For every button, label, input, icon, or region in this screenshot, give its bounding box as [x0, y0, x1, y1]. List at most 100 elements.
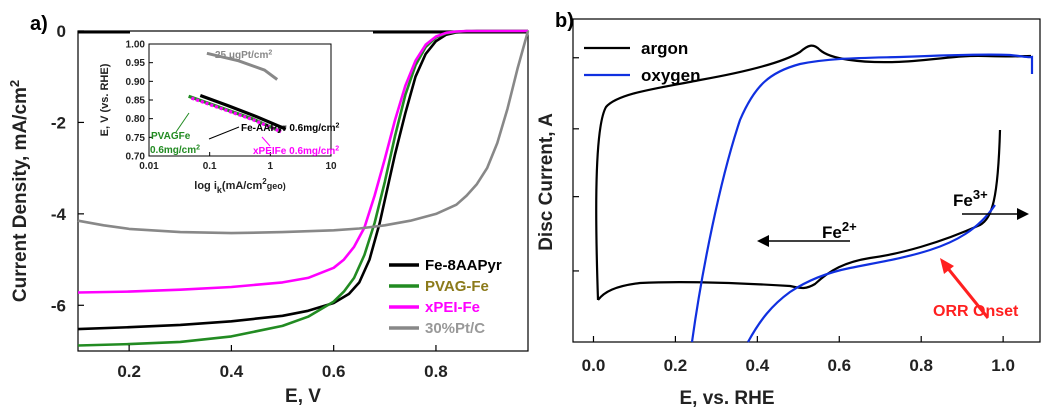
panel-a-y-axis-title-text: Current Density, mA/cm [10, 87, 31, 302]
fe3-annotation: Fe3+ [953, 187, 1029, 220]
orr-onset-label: ORR Onset [933, 303, 1019, 320]
inset-x-tick-label: 0.01 [139, 161, 159, 172]
x-tick-label: 0.6 [827, 356, 851, 375]
inset-annotation-label-sup: 2 [196, 145, 200, 152]
inset-annotation-label: 25 μgPt/cm2 [215, 50, 272, 62]
panel-a-y-axis-title-sup: 2 [7, 80, 22, 87]
inset-x-ticks: 0.01 0.1 1 10 [139, 152, 337, 172]
x-tick-label: 0.2 [117, 362, 141, 381]
inset-y-tick-label: 0.75 [126, 133, 146, 144]
inset-annotation-label: 0.6mg/cm2 [150, 145, 200, 157]
inset-y-tick-label: 0.80 [126, 114, 146, 125]
fe2-arrow-head [757, 235, 769, 247]
inset-annotation-label-main: 25 μgPt/cm [215, 50, 268, 61]
inset-y-axis-title: E, V (vs. RHE) [99, 63, 111, 136]
inset-y-tick-label: 0.90 [126, 77, 146, 88]
panel-a-y-ticks: 0 -2 -4 -6 [51, 22, 84, 315]
orr-onset-arrow-head [940, 258, 954, 274]
legend-label: oxygen [641, 66, 701, 85]
panel-a-x-ticks: 0.2 0.4 0.6 0.8 [117, 345, 448, 381]
inset-x-tick-label: 1 [268, 161, 274, 172]
series-xpei-fe-line [77, 29, 528, 294]
annotation-main: ORR Onset [933, 303, 1019, 320]
inset-arrow-xpeife [261, 136, 271, 147]
inset-x-axis-title-part: (mA/cm [222, 180, 263, 192]
inset-annotation-label-sup: 2 [335, 146, 339, 153]
inset-annotation-label-main: 0.6mg/cm [150, 145, 196, 156]
panel-a-label: a) [30, 13, 48, 35]
x-tick-label: 0.4 [220, 362, 244, 381]
inset-x-axis-title-part: 2 [262, 177, 267, 186]
annotation-sup: 2+ [842, 219, 857, 234]
inset-y-tick-label: 0.95 [126, 58, 146, 69]
inset-y-ticks: 0.70 0.75 0.80 0.85 0.90 0.95 1.00 [126, 40, 153, 163]
inset-series-line [206, 51, 279, 81]
y-tick-label: -2 [51, 113, 66, 132]
y-tick-label: 0 [57, 22, 66, 41]
x-tick-label: 0.6 [322, 362, 346, 381]
fe2-annotation: Fe2+ [757, 219, 857, 247]
x-tick-label: 0.4 [746, 356, 770, 375]
panel-a-plot-frame [77, 30, 529, 352]
x-tick-label: 0.8 [909, 356, 933, 375]
inset-annotation-label: Fe-AAPyr 0.6mg/cm2 [241, 123, 339, 135]
panel-b-label: b) [555, 10, 574, 32]
inset-annotation-label-main: xPEIFe 0.6mg/cm [253, 146, 335, 157]
inset-arrow-pvagfe [175, 112, 190, 133]
series-argon-line [595, 44, 1032, 301]
legend-label: PVAG-Fe [425, 278, 489, 295]
panel-b-x-ticks: 0.0 0.2 0.4 0.6 0.8 1.0 [582, 336, 1015, 375]
inset-series-line [190, 96, 282, 134]
annotation-main: Fe [822, 223, 842, 242]
x-tick-label: 0.0 [582, 356, 606, 375]
panel-b-plot-frame [572, 18, 1041, 343]
inset-annotation-label-main: Fe-AAPyr 0.6mg/cm [241, 123, 336, 134]
panel-a-x-axis-title: E, V [285, 386, 321, 407]
inset-annotation-label-main: PVAGFe [151, 131, 191, 142]
orr-onset-arrow-line [944, 265, 990, 319]
fe2-label: Fe2+ [822, 219, 857, 242]
legend-label: xPEI-Fe [425, 299, 480, 316]
inset-x-tick-label: 0.1 [203, 161, 217, 172]
annotation-main: Fe [953, 191, 973, 210]
y-tick-label: -6 [51, 296, 66, 315]
x-tick-label: 0.2 [664, 356, 688, 375]
fe3-label: Fe3+ [953, 187, 988, 210]
panel-b-chart: b) 0.0 0.2 0.4 0.6 0.8 1.0 E, vs. RHE Disc Cu… [536, 10, 1041, 407]
panel-a-legend: Fe-8AAPyr PVAG-Fe xPEI-Fe 30%Pt/C [389, 257, 502, 337]
inset-y-tick-label: 0.85 [126, 96, 146, 107]
legend-label: Fe-8AAPyr [425, 257, 502, 274]
series-oxygen-line [690, 53, 1034, 343]
fe3-arrow-head [1017, 208, 1029, 220]
inset-x-axis-title-part: k [217, 185, 223, 195]
orr-onset-annotation: ORR Onset [933, 258, 1019, 320]
inset-x-axis-title-part: log i [194, 180, 217, 192]
x-tick-label: 0.8 [424, 362, 448, 381]
legend-label: argon [641, 39, 688, 58]
panel-a-curves [77, 29, 530, 347]
inset-annotation-label-sup: 2 [335, 123, 339, 130]
panel-a-inset: 0.01 0.1 1 10 0.700.750.800.850.900.951.00 … [99, 40, 339, 196]
panel-b-x-axis-title: E, vs. RHE [679, 388, 774, 407]
inset-x-tick-label: 10 [325, 161, 337, 172]
inset-annotation-label: PVAGFe [151, 131, 191, 142]
x-tick-label: 1.0 [991, 356, 1015, 375]
inset-y-tick-label: 1.00 [126, 40, 146, 51]
panel-b-legend: argon oxygen [584, 39, 701, 85]
series-30-pt-c-line [77, 30, 530, 235]
inset-x-axis-title-part: geo) [267, 181, 286, 191]
inset-series-line [199, 93, 287, 131]
inset-annotation-label: xPEIFe 0.6mg/cm2 [253, 146, 339, 158]
panel-b-curves [595, 44, 1034, 343]
inset-annotation-label-sup: 2 [268, 50, 272, 57]
inset-curves [188, 51, 287, 134]
panel-a-y-axis-title: Current Density, mA/cm2 [7, 80, 31, 302]
legend-label: 30%Pt/C [425, 320, 485, 337]
inset-x-axis-title: log ik(mA/cm2geo) [194, 177, 285, 195]
panel-b-y-axis-title: Disc Current, A [536, 113, 557, 251]
inset-y-tick-label: 0.70 [126, 152, 146, 163]
panel-b-y-ticks [573, 57, 579, 272]
panel-a-chart: a) 0.2 0.4 0.6 0.8 0 -2 -4 -6 E, V Current Den… [7, 13, 530, 407]
